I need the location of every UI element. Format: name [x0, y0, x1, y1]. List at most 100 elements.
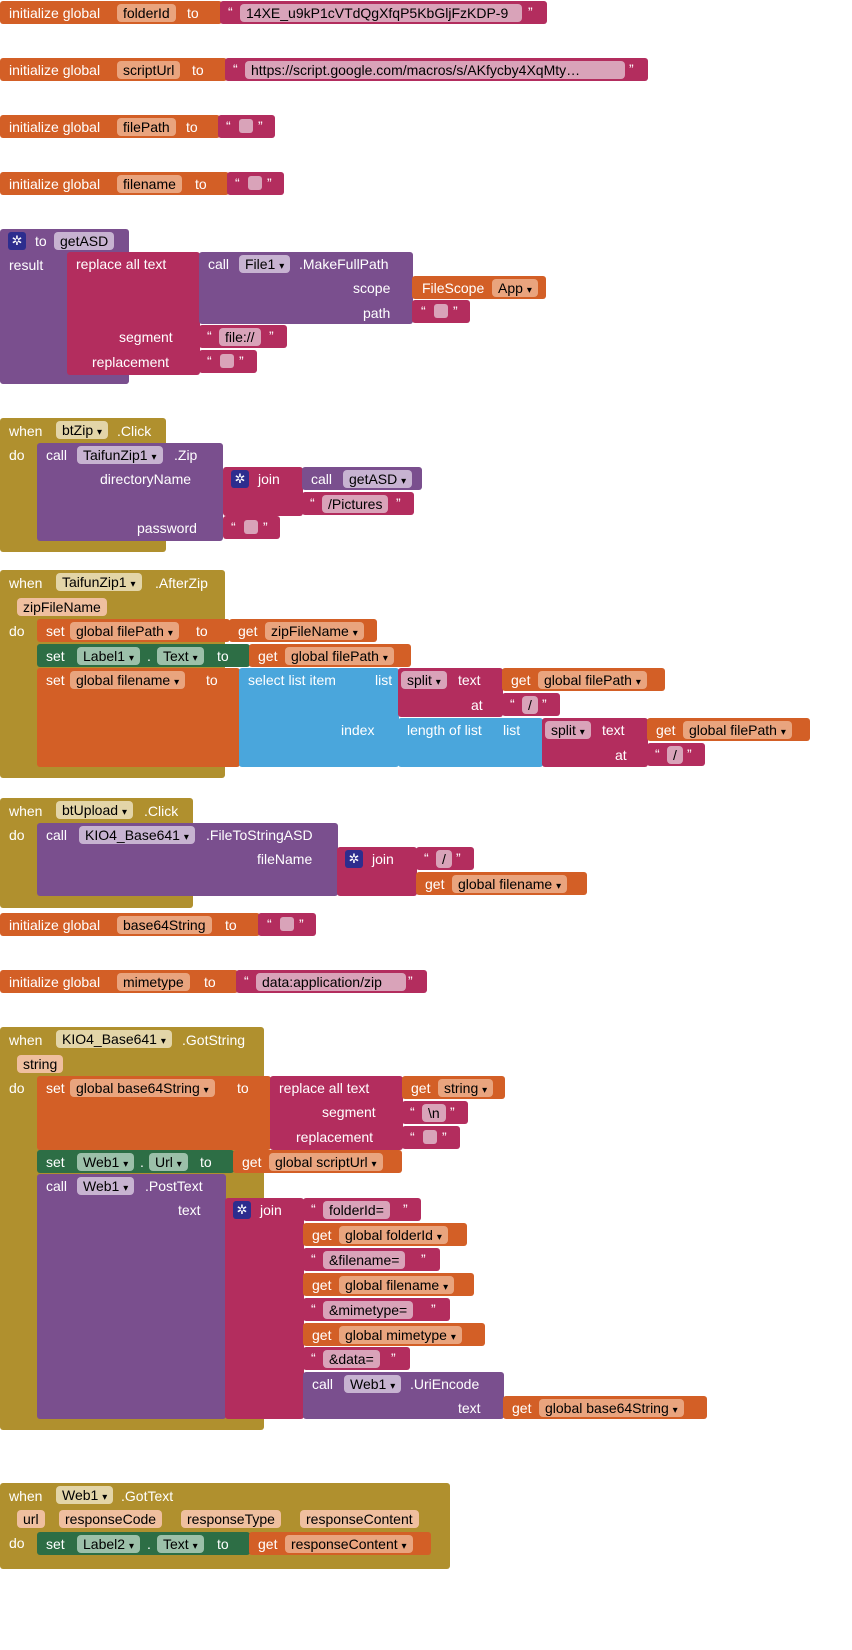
text-empty[interactable]: “ ”: [258, 913, 316, 936]
replace-all-text-block[interactable]: replace all text segment replacement: [270, 1076, 403, 1150]
text-field[interactable]: file://: [219, 328, 261, 346]
empty-text-field[interactable]: [220, 354, 234, 368]
param-responseCode[interactable]: responseCode: [59, 1510, 163, 1528]
variable-dropdown[interactable]: global filename ▾: [339, 1276, 455, 1294]
text-field[interactable]: \n: [422, 1104, 446, 1122]
text-field[interactable]: &mimetype=: [323, 1301, 414, 1319]
text-folderId-param[interactable]: “ folderId= ”: [303, 1198, 421, 1221]
text-field[interactable]: data:application/zip: [256, 973, 406, 991]
call-makefullpath-block[interactable]: call File1 ▾ .MakeFullPath scope path: [199, 252, 413, 324]
select-list-item-block[interactable]: select list item list index: [239, 668, 399, 767]
get-responseContent[interactable]: get responseContent ▾: [249, 1532, 431, 1555]
get-global-folderid[interactable]: get global folderId ▾: [303, 1223, 467, 1246]
split-block-2[interactable]: split ▾ text at: [542, 718, 648, 767]
text-field[interactable]: /: [667, 746, 683, 764]
component-dropdown[interactable]: Web1 ▾: [77, 1153, 135, 1171]
text-empty[interactable]: “ ”: [223, 516, 280, 539]
filescope-block[interactable]: FileScope App ▾: [412, 276, 546, 299]
var-name-field[interactable]: mimetype: [117, 973, 190, 991]
replace-all-text-block[interactable]: replace all text segment replacement: [67, 252, 200, 375]
set-label2-text-block[interactable]: set Label2 ▾ . Text ▾ to: [37, 1532, 250, 1555]
var-name-field[interactable]: filename: [117, 175, 182, 193]
text-data-param[interactable]: “ &data= ”: [303, 1347, 410, 1370]
text-mimetype-value[interactable]: “ data:application/zip ”: [236, 970, 427, 993]
join-block[interactable]: ✲ join: [337, 847, 417, 896]
init-base64String-block[interactable]: initialize global base64String to: [0, 913, 260, 936]
join-block[interactable]: ✲ join: [223, 467, 303, 516]
text-field[interactable]: /: [436, 850, 452, 868]
split-dropdown[interactable]: split ▾: [401, 671, 447, 689]
property-dropdown[interactable]: Text ▾: [157, 1535, 204, 1553]
component-dropdown[interactable]: Web1 ▾: [77, 1177, 135, 1195]
var-name-field[interactable]: base64String: [117, 916, 212, 934]
variable-dropdown[interactable]: global filename ▾: [70, 671, 186, 689]
variable-dropdown[interactable]: string ▾: [438, 1079, 494, 1097]
gear-icon[interactable]: ✲: [345, 850, 363, 868]
component-dropdown[interactable]: KIO4_Base641 ▾: [56, 1030, 172, 1048]
call-filetostring-block[interactable]: call KIO4_Base641 ▾ .FileToStringASD fil…: [37, 823, 338, 896]
get-global-mimetype[interactable]: get global mimetype ▾: [303, 1323, 485, 1346]
variable-dropdown[interactable]: responseContent ▾: [285, 1535, 413, 1553]
param-zipFileName[interactable]: zipFileName: [17, 598, 107, 616]
variable-dropdown[interactable]: global base64String ▾: [539, 1399, 684, 1417]
set-web1-url-block[interactable]: set Web1 ▾ . Url ▾ to: [37, 1150, 234, 1173]
call-uriencode-block[interactable]: call Web1 ▾ .UriEncode text: [303, 1372, 504, 1419]
variable-dropdown[interactable]: global filePath ▾: [683, 721, 792, 739]
text-file-prefix[interactable]: “ file:// ”: [199, 325, 287, 348]
variable-dropdown[interactable]: global scriptUrl ▾: [269, 1153, 383, 1171]
text-empty[interactable]: “ ”: [402, 1126, 460, 1149]
param-url[interactable]: url: [17, 1510, 45, 1528]
param-responseContent[interactable]: responseContent: [300, 1510, 419, 1528]
text-newline[interactable]: “ \n ”: [402, 1101, 468, 1124]
init-scriptUrl-block[interactable]: initialize global scriptUrl to: [0, 58, 227, 81]
empty-text-field[interactable]: [434, 304, 448, 318]
get-string[interactable]: get string ▾: [402, 1076, 505, 1099]
param-string[interactable]: string: [17, 1055, 64, 1073]
text-field[interactable]: /: [522, 696, 538, 714]
variable-dropdown[interactable]: global filePath ▾: [538, 671, 647, 689]
get-global-filepath[interactable]: get global filePath ▾: [249, 644, 411, 667]
text-empty[interactable]: “ ”: [412, 300, 470, 323]
call-zip-block[interactable]: call TaifunZip1 ▾ .Zip directoryName pas…: [37, 443, 223, 541]
procedure-name-field[interactable]: getASD: [54, 232, 115, 250]
call-getASD-block[interactable]: call getASD ▾: [302, 467, 422, 490]
empty-text-field[interactable]: [423, 1130, 437, 1144]
var-name-field[interactable]: filePath: [117, 118, 176, 136]
set-filename-block[interactable]: set global filename ▾ to: [37, 668, 240, 767]
component-dropdown[interactable]: File1 ▾: [239, 255, 291, 273]
component-dropdown[interactable]: Label2 ▾: [77, 1535, 140, 1553]
text-slash[interactable]: “ / ”: [647, 743, 705, 766]
component-dropdown[interactable]: btZip ▾: [56, 421, 109, 439]
variable-dropdown[interactable]: global filePath ▾: [285, 647, 394, 665]
text-field[interactable]: &filename=: [323, 1251, 406, 1269]
component-dropdown[interactable]: btUpload ▾: [56, 801, 133, 819]
component-dropdown[interactable]: Label1 ▾: [77, 647, 140, 665]
text-slash[interactable]: “ / ”: [502, 693, 560, 716]
text-field[interactable]: 14XE_u9kP1cVTdQgXfqP5KbGljFzKDP-9: [240, 4, 522, 22]
gear-icon[interactable]: ✲: [231, 470, 249, 488]
call-posttext-block[interactable]: call Web1 ▾ .PostText text: [37, 1174, 226, 1419]
text-field[interactable]: &data=: [323, 1350, 380, 1368]
join-block[interactable]: ✲ join: [225, 1198, 304, 1419]
text-field[interactable]: /Pictures: [322, 495, 389, 513]
empty-text-field[interactable]: [244, 520, 258, 534]
component-dropdown[interactable]: KIO4_Base641 ▾: [79, 826, 195, 844]
set-filepath-block[interactable]: set global filePath ▾ to: [37, 619, 230, 642]
gear-icon[interactable]: ✲: [8, 232, 26, 250]
variable-dropdown[interactable]: global base64String ▾: [70, 1079, 215, 1097]
property-dropdown[interactable]: Text ▾: [157, 647, 204, 665]
text-scriptUrl-value[interactable]: “ https://script.google.com/macros/s/AKf…: [225, 58, 648, 81]
text-field[interactable]: folderId=: [323, 1201, 390, 1219]
length-of-list-block[interactable]: length of list list: [398, 718, 543, 767]
split-block-1[interactable]: split ▾ text at: [398, 668, 503, 717]
split-dropdown[interactable]: split ▾: [545, 721, 591, 739]
set-label1-text-block[interactable]: set Label1 ▾ . Text ▾ to: [37, 644, 250, 667]
text-filename-param[interactable]: “ &filename= ”: [303, 1248, 440, 1271]
init-filePath-block[interactable]: initialize global filePath to: [0, 115, 220, 138]
var-name-field[interactable]: scriptUrl: [117, 61, 181, 79]
text-field[interactable]: https://script.google.com/macros/s/AKfyc…: [245, 61, 625, 79]
variable-dropdown[interactable]: global filename ▾: [452, 875, 568, 893]
empty-text-field[interactable]: [248, 176, 262, 190]
init-filename-block[interactable]: initialize global filename to: [0, 172, 229, 195]
component-dropdown[interactable]: Web1 ▾: [56, 1486, 114, 1504]
